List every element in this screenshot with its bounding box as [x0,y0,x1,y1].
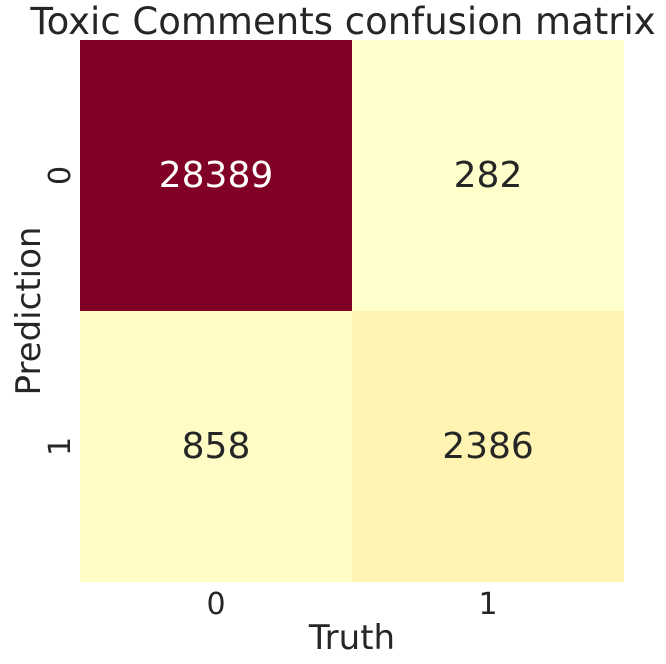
y-tick-labels: 01 [43,166,78,456]
heatmap-cell-r0-c0 [80,40,352,311]
y-axis-label: Prediction [9,227,49,396]
x-axis-label: Truth [308,618,395,658]
y-tick-label-0: 0 [43,166,78,185]
heatmap-cell-r1-c1 [352,311,624,582]
heatmap-cell-r0-c1 [352,40,624,311]
heatmap-cells [80,40,624,582]
x-tick-label-1: 1 [478,587,497,622]
heatmap-cell-r1-c0 [80,311,352,582]
y-tick-label-1: 1 [43,437,78,456]
x-tick-label-0: 0 [206,587,225,622]
heatmap-cell-label-r1-c1: 2386 [442,426,534,467]
heatmap-cell-labels: 28389 282 858 2386 [159,155,534,467]
heatmap-cell-label-r0-c1: 282 [454,155,523,196]
chart-title: Toxic Comments confusion matrix [29,0,655,43]
heatmap-cell-label-r1-c0: 858 [182,426,251,467]
heatmap-cell-label-r0-c0: 28389 [159,155,274,196]
